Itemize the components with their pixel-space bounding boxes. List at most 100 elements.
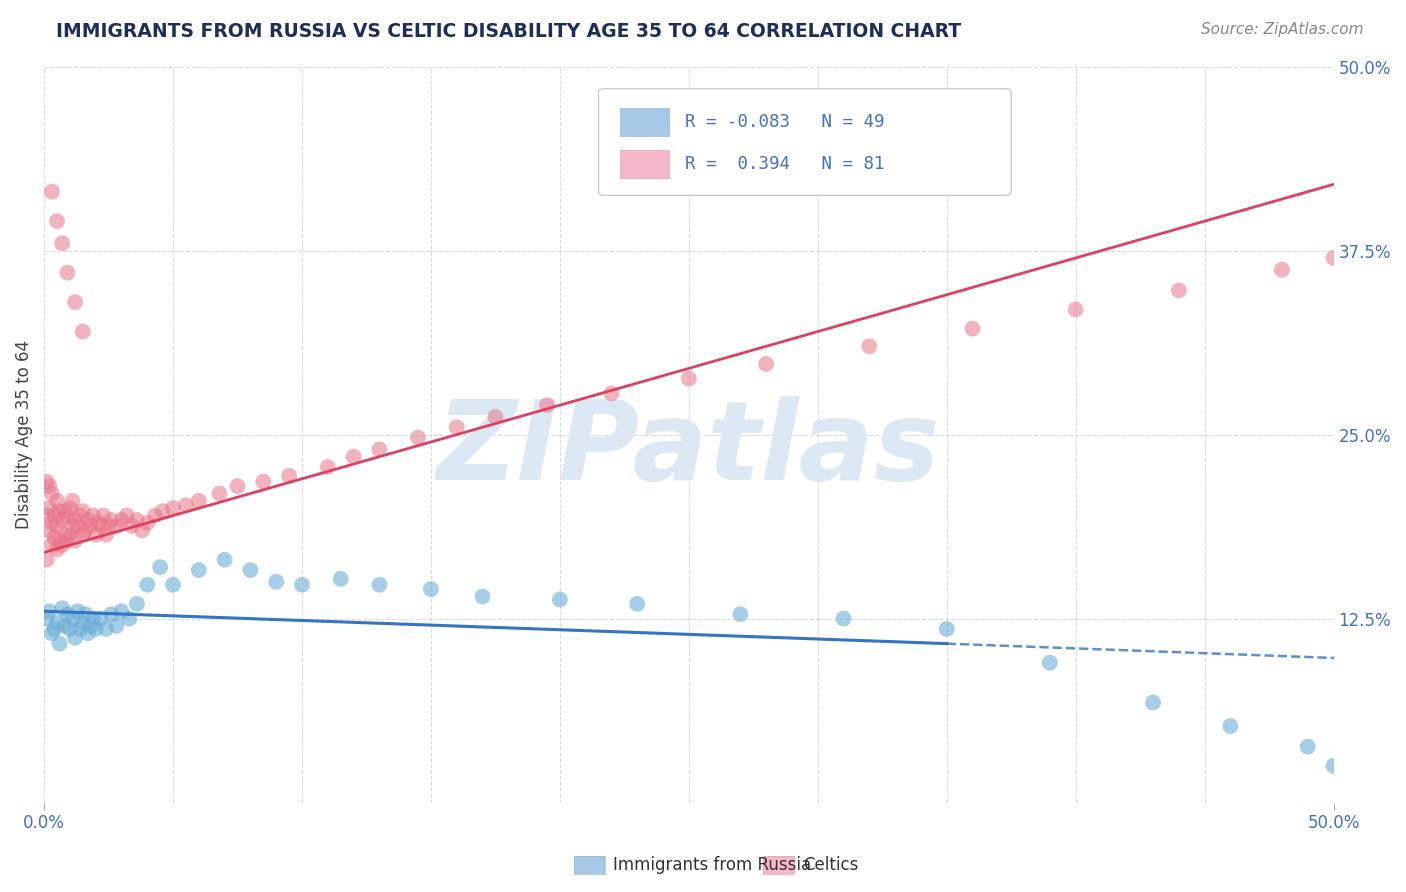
Point bbox=[77, 513, 100, 527]
Point bbox=[62, 611, 84, 625]
Point bbox=[38, 604, 60, 618]
Point bbox=[368, 442, 391, 457]
FancyBboxPatch shape bbox=[620, 150, 669, 178]
Point bbox=[63, 513, 86, 527]
Point bbox=[935, 622, 957, 636]
Text: IMMIGRANTS FROM RUSSIA VS CELTIC DISABILITY AGE 35 TO 64 CORRELATION CHART: IMMIGRANTS FROM RUSSIA VS CELTIC DISABIL… bbox=[56, 22, 962, 41]
FancyBboxPatch shape bbox=[620, 108, 669, 136]
Point bbox=[84, 622, 107, 636]
Point bbox=[44, 531, 66, 545]
Point bbox=[626, 597, 648, 611]
Point bbox=[82, 611, 104, 625]
Point bbox=[1322, 251, 1344, 265]
Point bbox=[63, 295, 86, 310]
Point bbox=[110, 604, 132, 618]
Point bbox=[278, 468, 301, 483]
Point bbox=[41, 516, 63, 530]
Point bbox=[187, 563, 209, 577]
Point bbox=[110, 513, 132, 527]
Point bbox=[66, 604, 89, 618]
Point bbox=[46, 214, 69, 228]
Point bbox=[72, 527, 94, 541]
Point bbox=[72, 325, 94, 339]
Point bbox=[51, 513, 73, 527]
Point bbox=[94, 622, 117, 636]
Point bbox=[208, 486, 231, 500]
Point bbox=[291, 578, 314, 592]
Point bbox=[162, 578, 184, 592]
Point bbox=[48, 504, 70, 518]
Point bbox=[82, 508, 104, 523]
Point bbox=[329, 572, 352, 586]
Point bbox=[46, 615, 69, 630]
Point bbox=[53, 619, 76, 633]
Point bbox=[536, 398, 558, 412]
Point bbox=[41, 486, 63, 500]
Point bbox=[239, 563, 262, 577]
Text: Source: ZipAtlas.com: Source: ZipAtlas.com bbox=[1201, 22, 1364, 37]
Point bbox=[72, 504, 94, 518]
Point bbox=[38, 523, 60, 537]
Point bbox=[63, 631, 86, 645]
Point bbox=[118, 611, 141, 625]
Point bbox=[162, 501, 184, 516]
Point bbox=[79, 619, 101, 633]
Text: Immigrants from Russia: Immigrants from Russia bbox=[613, 856, 811, 874]
Point bbox=[105, 619, 128, 633]
Point bbox=[214, 552, 236, 566]
Point bbox=[90, 611, 112, 625]
Point bbox=[63, 533, 86, 548]
Point bbox=[87, 516, 110, 530]
Point bbox=[97, 519, 120, 533]
Text: ZIPatlas: ZIPatlas bbox=[437, 396, 941, 503]
Point bbox=[187, 493, 209, 508]
Point bbox=[600, 386, 623, 401]
Point bbox=[1219, 719, 1241, 733]
Point bbox=[79, 519, 101, 533]
Point bbox=[38, 501, 60, 516]
Point bbox=[174, 498, 197, 512]
Point bbox=[152, 504, 174, 518]
Point bbox=[264, 574, 287, 589]
Point bbox=[125, 597, 148, 611]
Point bbox=[115, 508, 138, 523]
Point bbox=[62, 493, 84, 508]
Point bbox=[149, 560, 172, 574]
Point bbox=[136, 578, 159, 592]
Point bbox=[100, 513, 122, 527]
Point bbox=[51, 538, 73, 552]
Point bbox=[548, 592, 571, 607]
Point bbox=[419, 582, 441, 596]
Point bbox=[121, 519, 143, 533]
Point bbox=[1039, 656, 1062, 670]
Point bbox=[46, 542, 69, 557]
Point bbox=[56, 607, 79, 622]
Point bbox=[35, 508, 58, 523]
Point bbox=[48, 637, 70, 651]
Point bbox=[35, 611, 58, 625]
Point bbox=[1271, 262, 1294, 277]
Point bbox=[59, 527, 82, 541]
Point bbox=[90, 519, 112, 533]
Point bbox=[136, 516, 159, 530]
Point bbox=[1167, 283, 1189, 297]
Point bbox=[48, 533, 70, 548]
Point bbox=[59, 501, 82, 516]
Point bbox=[75, 607, 97, 622]
Text: R = -0.083   N = 49: R = -0.083 N = 49 bbox=[685, 113, 884, 131]
Point bbox=[316, 460, 339, 475]
Point bbox=[62, 519, 84, 533]
Y-axis label: Disability Age 35 to 64: Disability Age 35 to 64 bbox=[15, 340, 32, 529]
Point bbox=[678, 372, 700, 386]
Point bbox=[94, 527, 117, 541]
Point bbox=[84, 527, 107, 541]
Point bbox=[1142, 696, 1164, 710]
Point bbox=[51, 601, 73, 615]
Point bbox=[406, 431, 429, 445]
Point bbox=[77, 626, 100, 640]
Point bbox=[41, 538, 63, 552]
Text: Celtics: Celtics bbox=[803, 856, 858, 874]
Point bbox=[446, 420, 468, 434]
Point bbox=[53, 527, 76, 541]
Point bbox=[69, 508, 91, 523]
